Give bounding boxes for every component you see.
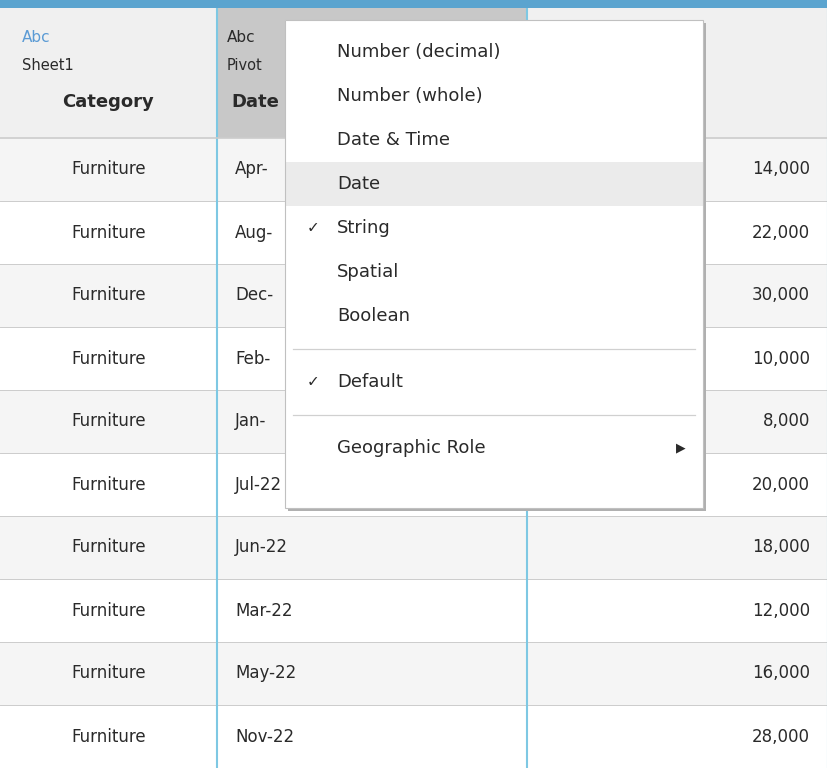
- Text: String: String: [337, 219, 390, 237]
- Text: Number (decimal): Number (decimal): [337, 43, 500, 61]
- Text: Apr-: Apr-: [235, 161, 268, 178]
- Text: 8,000: 8,000: [762, 412, 809, 431]
- Text: 20,000: 20,000: [751, 475, 809, 494]
- Text: 30,000: 30,000: [751, 286, 809, 304]
- Text: Jul-22: Jul-22: [235, 475, 282, 494]
- Text: ✓: ✓: [306, 220, 319, 236]
- Text: Abc: Abc: [22, 31, 50, 45]
- Text: Date: Date: [231, 93, 279, 111]
- Text: Category: Category: [63, 93, 154, 111]
- Text: Pivot: Pivot: [227, 58, 262, 72]
- Text: Nov-22: Nov-22: [235, 727, 294, 746]
- Text: 22,000: 22,000: [751, 223, 809, 241]
- Text: Furniture: Furniture: [71, 412, 146, 431]
- Bar: [0, 516, 827, 579]
- Text: 10,000: 10,000: [751, 349, 809, 368]
- Bar: [0, 327, 827, 390]
- Text: Date: Date: [337, 175, 380, 193]
- Text: Furniture: Furniture: [71, 286, 146, 304]
- Bar: [0, 453, 827, 516]
- Text: 12,000: 12,000: [751, 601, 809, 620]
- Text: Furniture: Furniture: [71, 727, 146, 746]
- Text: ▶: ▶: [676, 442, 685, 455]
- Text: Mar-22: Mar-22: [235, 601, 292, 620]
- Text: Furniture: Furniture: [71, 161, 146, 178]
- Bar: [0, 705, 827, 768]
- Text: 18,000: 18,000: [751, 538, 809, 557]
- Text: Aug-: Aug-: [235, 223, 273, 241]
- Text: Jun-22: Jun-22: [235, 538, 288, 557]
- Text: Number (whole): Number (whole): [337, 87, 482, 105]
- Text: Furniture: Furniture: [71, 538, 146, 557]
- Text: Date & Time: Date & Time: [337, 131, 449, 149]
- Bar: [0, 390, 827, 453]
- Text: Default: Default: [337, 373, 403, 391]
- Bar: [0, 0, 827, 8]
- Text: Abc: Abc: [227, 31, 256, 45]
- Text: Furniture: Furniture: [71, 349, 146, 368]
- Text: Boolean: Boolean: [337, 307, 409, 325]
- Bar: [284, 20, 702, 508]
- Bar: [284, 20, 702, 508]
- Text: Furniture: Furniture: [71, 223, 146, 241]
- Text: Dec-: Dec-: [235, 286, 273, 304]
- Text: 28,000: 28,000: [751, 727, 809, 746]
- Text: Geographic Role: Geographic Role: [337, 439, 485, 457]
- Text: Spatial: Spatial: [337, 263, 399, 281]
- Text: May-22: May-22: [235, 664, 296, 683]
- Bar: [0, 579, 827, 642]
- Bar: [288, 23, 705, 511]
- Text: Furniture: Furniture: [71, 664, 146, 683]
- Text: Jan-: Jan-: [235, 412, 266, 431]
- Text: 14,000: 14,000: [751, 161, 809, 178]
- Text: Furniture: Furniture: [71, 601, 146, 620]
- Bar: [0, 642, 827, 705]
- Bar: [0, 201, 827, 264]
- Bar: [217, 8, 526, 138]
- Text: Feb-: Feb-: [235, 349, 270, 368]
- Bar: [284, 162, 702, 206]
- Bar: [0, 138, 827, 201]
- Text: ✓: ✓: [306, 375, 319, 389]
- Text: Furniture: Furniture: [71, 475, 146, 494]
- Text: Sheet1: Sheet1: [22, 58, 74, 72]
- Text: 16,000: 16,000: [751, 664, 809, 683]
- Bar: [0, 264, 827, 327]
